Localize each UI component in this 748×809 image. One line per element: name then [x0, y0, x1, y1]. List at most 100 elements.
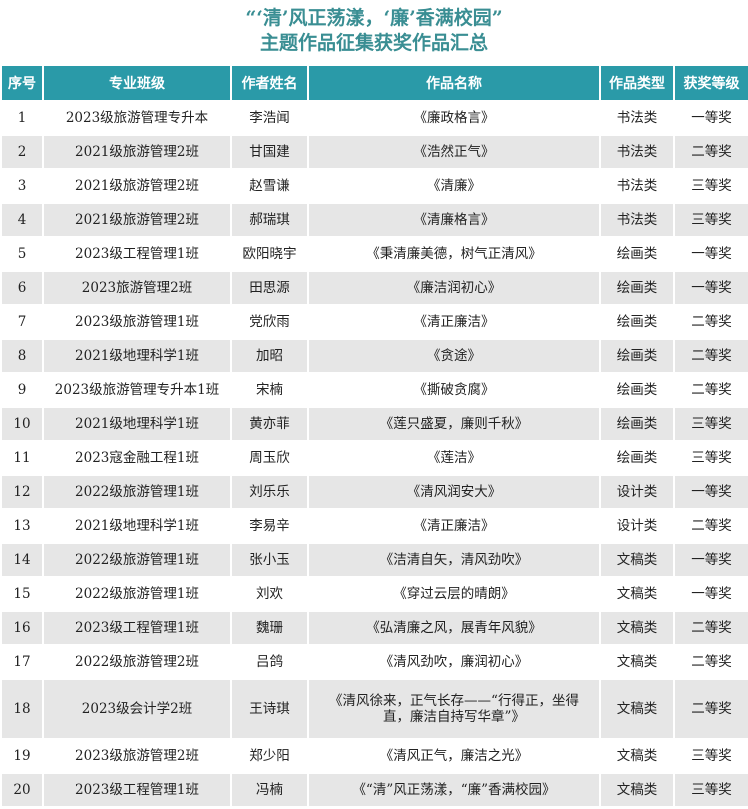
cell-work-type: 绘画类: [599, 236, 675, 272]
cell-class: 2023级工程管理1班: [42, 772, 232, 808]
cell-author: 李易辛: [230, 508, 309, 544]
cell-class: 2023旅游管理2班: [42, 270, 232, 306]
cell-award-level: 三等奖: [673, 772, 748, 808]
cell-author: 冯楠: [230, 772, 309, 808]
cell-award-level: 一等奖: [673, 576, 748, 612]
cell-award-level: 二等奖: [673, 134, 748, 170]
cell-award-level: 一等奖: [673, 100, 748, 136]
table-header-row: 序号 专业班级 作者姓名 作品名称 作品类型 获奖等级: [0, 64, 748, 102]
cell-author: 党欣雨: [230, 304, 309, 340]
table-row: 10 2021级地理科学1班 黄亦菲 《莲只盛夏，廉则千秋》 绘画类 三等奖: [0, 406, 748, 442]
cell-award-level: 三等奖: [673, 440, 748, 476]
cell-class: 2023级旅游管理2班: [42, 738, 232, 774]
title-line-1: “‘清’风正荡漾，‘廉’香满校园”: [245, 7, 503, 29]
cell-serial-number: 19: [0, 738, 44, 774]
cell-work-title: 《清风徐来，正气长存——“行得正，坐得直，廉洁自持写华章”》: [307, 678, 601, 740]
cell-class: 2023级旅游管理1班: [42, 304, 232, 340]
cell-work-type: 绘画类: [599, 406, 675, 442]
cell-award-level: 三等奖: [673, 406, 748, 442]
cell-class: 2023级会计学2班: [42, 678, 232, 740]
cell-class: 2022级旅游管理2班: [42, 644, 232, 680]
table-row: 9 2023级旅游管理专升本1班 宋楠 《撕破贪腐》 绘画类 二等奖: [0, 372, 748, 408]
cell-work-type: 书法类: [599, 100, 675, 136]
header-work-type: 作品类型: [599, 64, 675, 102]
cell-serial-number: 17: [0, 644, 44, 680]
cell-award-level: 一等奖: [673, 270, 748, 306]
cell-work-type: 设计类: [599, 508, 675, 544]
cell-award-level: 二等奖: [673, 372, 748, 408]
cell-work-title: 《撕破贪腐》: [307, 372, 601, 408]
cell-work-title: 《清廉》: [307, 168, 601, 204]
table-row: 6 2023旅游管理2班 田思源 《廉洁润初心》 绘画类 一等奖: [0, 270, 748, 306]
cell-work-type: 设计类: [599, 474, 675, 510]
cell-class: 2022级旅游管理1班: [42, 542, 232, 578]
cell-serial-number: 3: [0, 168, 44, 204]
table-row: 15 2022级旅游管理1班 刘欢 《穿过云层的晴朗》 文稿类 一等奖: [0, 576, 748, 612]
cell-author: 宋楠: [230, 372, 309, 408]
cell-award-level: 二等奖: [673, 304, 748, 340]
cell-author: 郑少阳: [230, 738, 309, 774]
table-row: 13 2021级地理科学1班 李易辛 《清正廉洁》 设计类 二等奖: [0, 508, 748, 544]
table-row: 5 2023级工程管理1班 欧阳晓宇 《秉清廉美德，树气正清风》 绘画类 一等奖: [0, 236, 748, 272]
cell-work-title: 《清正廉洁》: [307, 508, 601, 544]
cell-work-title: 《浩然正气》: [307, 134, 601, 170]
cell-award-level: 二等奖: [673, 678, 748, 740]
cell-award-level: 三等奖: [673, 168, 748, 204]
cell-award-level: 二等奖: [673, 338, 748, 374]
cell-work-title: 《清风正气，廉洁之光》: [307, 738, 601, 774]
cell-serial-number: 9: [0, 372, 44, 408]
cell-author: 吕鸽: [230, 644, 309, 680]
table-row: 8 2021级地理科学1班 加昭 《贪途》 绘画类 二等奖: [0, 338, 748, 374]
cell-work-title: 《莲只盛夏，廉则千秋》: [307, 406, 601, 442]
cell-class: 2021级地理科学1班: [42, 406, 232, 442]
cell-work-title: 《廉政格言》: [307, 100, 601, 136]
cell-work-type: 绘画类: [599, 270, 675, 306]
cell-author: 欧阳晓宇: [230, 236, 309, 272]
cell-class: 2023级旅游管理专升本1班: [42, 372, 232, 408]
cell-work-title: 《贪途》: [307, 338, 601, 374]
cell-author: 张小玉: [230, 542, 309, 578]
cell-class: 2023级工程管理1班: [42, 236, 232, 272]
cell-class: 2021级地理科学1班: [42, 508, 232, 544]
cell-serial-number: 10: [0, 406, 44, 442]
cell-serial-number: 13: [0, 508, 44, 544]
cell-class: 2021级旅游管理2班: [42, 168, 232, 204]
cell-serial-number: 4: [0, 202, 44, 238]
cell-author: 刘乐乐: [230, 474, 309, 510]
cell-serial-number: 5: [0, 236, 44, 272]
cell-author: 郝瑞琪: [230, 202, 309, 238]
cell-work-type: 文稿类: [599, 644, 675, 680]
cell-work-type: 文稿类: [599, 772, 675, 808]
cell-author: 赵雪谦: [230, 168, 309, 204]
cell-work-title: 《清廉格言》: [307, 202, 601, 238]
cell-serial-number: 6: [0, 270, 44, 306]
cell-class: 2023级工程管理1班: [42, 610, 232, 646]
cell-serial-number: 20: [0, 772, 44, 808]
cell-work-type: 书法类: [599, 134, 675, 170]
cell-work-title: 《莲洁》: [307, 440, 601, 476]
cell-work-type: 文稿类: [599, 738, 675, 774]
cell-award-level: 二等奖: [673, 644, 748, 680]
cell-author: 王诗琪: [230, 678, 309, 740]
cell-work-title: 《“清”风正荡漾，“廉”香满校园》: [307, 772, 601, 808]
cell-serial-number: 8: [0, 338, 44, 374]
header-author: 作者姓名: [230, 64, 309, 102]
cell-author: 黄亦菲: [230, 406, 309, 442]
awards-table: 序号 专业班级 作者姓名 作品名称 作品类型 获奖等级 1 2023级旅游管理专升本 李浩闻《…: [0, 64, 748, 808]
cell-author: 甘国建: [230, 134, 309, 170]
cell-class: 2023寇金融工程1班: [42, 440, 232, 476]
cell-serial-number: 2: [0, 134, 44, 170]
cell-serial-number: 14: [0, 542, 44, 578]
cell-award-level: 一等奖: [673, 542, 748, 578]
header-class: 专业班级: [42, 64, 232, 102]
table-row: 1 2023级旅游管理专升本 李浩闻 《廉政格言》 书法类 一等奖: [0, 100, 748, 136]
cell-work-title: 《穿过云层的晴朗》: [307, 576, 601, 612]
cell-class: 2023级旅游管理专升本: [42, 100, 232, 136]
cell-class: 2022级旅游管理1班: [42, 576, 232, 612]
cell-work-type: 文稿类: [599, 678, 675, 740]
cell-work-type: 文稿类: [599, 610, 675, 646]
title-line-2: 主题作品征集获奖作品汇总: [259, 32, 488, 54]
table-row: 20 2023级工程管理1班 冯楠 《“清”风正荡漾，“廉”香满校园》 文稿类 三等奖: [0, 772, 748, 808]
cell-work-title: 《秉清廉美德，树气正清风》: [307, 236, 601, 272]
table-row: 12 2022级旅游管理1班 刘乐乐 《清风润安大》 设计类 一等奖: [0, 474, 748, 510]
